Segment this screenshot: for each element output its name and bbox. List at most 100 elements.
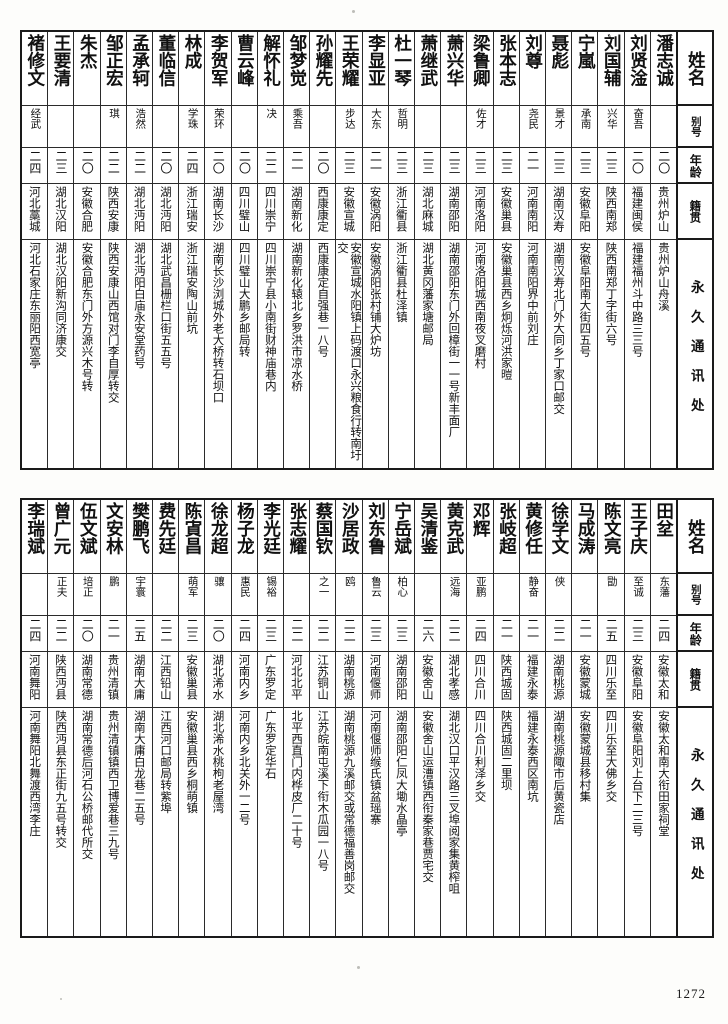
person-column[interactable]: 潘志诚 二〇 贵州炉山 贵州炉山舟溪 [649,32,676,468]
cell-name: 蔡国钦 [310,500,336,574]
person-column[interactable]: 孟承轲 浩然 二二 湖北沔阳 湖北沔阳白庙永安堂药号 [125,32,152,468]
cell-alias [283,574,310,616]
cell-age: 二一 [519,616,545,652]
person-column[interactable]: 蔡国钦 之一 二二 江苏铜山 江苏皖南屯溪下衔木瓜园一八号 [309,500,336,936]
person-column[interactable]: 王要清 二三 湖北汉阳 湖北汉阳新沟同济康交 [47,32,74,468]
cell-alias: 萌军 [179,574,205,616]
person-column[interactable]: 聂彪 景才 二三 湖南汉寿 湖南汉寿北门外大同乡丁家口邮交 [544,32,572,468]
address-text: 陕西安康山西馆对门李自厚转交 [106,242,121,403]
person-column[interactable]: 邹正宏琪二二 陕西安康 陕西安康山西馆对门李自厚转交 [99,32,126,468]
cell-age: 二一 [572,616,598,652]
hometown-text: 江苏铜山 [316,654,331,700]
cell-age: 二三 [598,148,624,184]
cell-name: 李瑞斌 [21,500,48,574]
person-column[interactable]: 杨子龙 惠民 二四 河南内乡 河南内乡北关外一二号 [230,500,257,936]
person-column[interactable]: 李贺军 荣环 二〇 湖南长沙 湖南长沙浏城外老大桥转石坝口 [204,32,231,468]
person-column[interactable]: 曹云峰 二〇 四川璧山 四川璧山大鹏乡邮局转 [230,32,257,468]
person-column[interactable]: 吴清鉴 二六 安徽舍山 安徽舍山运漕镇西衔秦家巷贾宅交 [413,500,441,936]
person-column[interactable]: 张志耀 二二 河北北平 北平西直门内桦皮厂二十号 [282,500,310,936]
age-text: 二二 [447,618,462,642]
person-column[interactable]: 文安林鹏二一 贵州清镇 贵州清镇镇西卫博爱巷三九号 [99,500,126,936]
name-text: 邓辉 [470,502,491,537]
cell-alias: 远海 [441,574,467,616]
person-column[interactable]: 刘东鲁 鲁云 二三 河南偃师 河南偃师缑氏镇盆瑶寨 [361,500,388,936]
person-column[interactable]: 樊鹏飞 宇寰 二五 湖南大庸 湖南大庸白龙巷二五号 [125,500,152,936]
person-column[interactable]: 李显亚 大东 二一 安徽涡阳 安徽涡阳张村铺大炉坊 [361,32,388,468]
person-column[interactable]: 王子庆 至诚 二三 安徽阜阳 安徽阜阳刘上台下二三号 [623,500,650,936]
person-column[interactable]: 宁嵐 承南 二三 安徽阜阳 安徽阜阳南大街四五号 [571,32,598,468]
name-text: 黄修任 [522,502,543,555]
cell-address: 陕西城固二里坝 [494,708,519,935]
person-column[interactable]: 褚修文 经武 二四 河北藁城 河北石家庄东丽阳西宽亭 [21,32,48,468]
person-column[interactable]: 孙耀先 二〇 西康康定 西康康定自强巷一八号 [309,32,336,468]
person-column[interactable]: 李光廷 锡裕 二三 广东罗定 广东罗定华石 [256,500,283,936]
person-column[interactable]: 费先廷 二二 江西铅山 江西河口邮局转紫埠 [151,500,179,936]
cell-address: 浙江瑞安陶山前坑 [179,240,204,467]
address-text: 贵州清镇镇西卫博爱巷三九号 [106,710,121,860]
person-column[interactable]: 解怀礼决二二 四川崇宁 四川崇宁县小南街财神庙巷内 [256,32,283,468]
cell-name: 朱杰 [74,32,100,106]
name-text: 朱杰 [77,34,98,69]
cell-address: 浙江衢县杜泽镇 [389,240,414,467]
person-column[interactable]: 邹梦觉 乘吾 二一 湖南新化 湖南新化辕北乡罗洪市凉水桥 [282,32,310,468]
person-column[interactable]: 黄克武 远海 二二 湖北孝感 湖北汉口平汉路三叉埠阅家集黄榨咀 [440,500,467,936]
address-text: 江苏皖南屯溪下衔木瓜园一八号 [316,710,331,871]
alias-text: 决 [265,108,278,119]
person-column[interactable]: 梁鲁卿 佐才 二三 河南洛阳 河南洛阳城西南夜叉磨村 [466,32,493,468]
person-column[interactable]: 朱杰 二〇 安徽合肥 安徽合肥东门外方源兴木号转 [73,32,100,468]
person-column[interactable]: 黄修任 静奋 二一 福建永泰 福建永泰西区南坑 [518,500,545,936]
person-column[interactable]: 陈文亮勖二五 四川乐至 四川乐至大佛乡交 [597,500,624,936]
person-column[interactable]: 曾广元 正夫 二二 陕西沔县 陕西沔县东正街九五号转交 [47,500,74,936]
person-column[interactable]: 李瑞斌 二四 河南舞阳 河南舞阳北舞渡西湾李庄 [21,500,48,936]
cell-alias: 琪 [100,106,126,148]
person-column[interactable]: 刘贤淦 奋吾 二〇 福建闽侯 福建福州斗中路三三号 [623,32,650,468]
address-text: 河南南阳界中前刘庄 [525,242,540,346]
person-column[interactable]: 杜一琴 哲明 二三 浙江衢县 浙江衢县杜泽镇 [387,32,414,468]
cell-alias: 荣环 [205,106,231,148]
address-text: 湖北汉口平汉路三叉埠阅家集黄榨咀 [447,710,462,894]
person-column[interactable]: 陈寊昌 萌军 二三 安徽巢县 安徽巢县西乡桐萌镇 [178,500,205,936]
name-text: 曹云峰 [234,34,255,87]
cell-age: 二三 [362,616,388,652]
address-text: 安徽巢县西乡炯烁河洪家暟 [499,242,514,380]
paper-speck [352,10,355,13]
person-column[interactable]: 田坌 东藩 二四 安徽太和 安徽太和南大衔田家祠堂 [649,500,676,936]
name-text: 林成 [182,34,203,69]
person-column[interactable]: 林成 学珠 二四 浙江瑞安 浙江瑞安陶山前坑 [178,32,205,468]
cell-hometown: 湖南邵阳 [441,184,467,240]
person-column[interactable]: 王荣耀 步达 二三 安徽宣城 安徽宣城水阳镇上码渡口永兴粮食行转南圩交 [335,32,362,468]
cell-name: 刘国辅 [598,32,624,106]
person-column[interactable]: 马成涛 二一 安徽蒙城 安徽蒙城县移村集 [571,500,598,936]
cell-name: 刘东鲁 [362,500,388,574]
age-text: 二二 [158,618,173,642]
name-text: 李瑞斌 [24,502,45,555]
hometown-text: 福建永泰 [525,654,540,700]
person-column[interactable]: 伍文斌 培正 二〇 湖南常德 湖南常德后河石公桥邮代所交 [73,500,100,936]
cell-address: 湖南汉寿北门外大同乡丁家口邮交 [546,240,571,467]
person-column[interactable]: 邓辉 亚鹏 二四 四川合川 四川合川利泽乡交 [466,500,493,936]
person-column[interactable]: 宁岳斌 柏心 二三 湖南邵阳 湖南邵阳仁凤大墈水晶亭 [387,500,414,936]
person-column[interactable]: 董临信 二〇 湖北沔阳 湖北武昌栅栏口街五五号 [151,32,179,468]
person-column[interactable]: 徐龙超骧二〇 湖北浠水 湖北浠水桃枸老屋湾 [204,500,231,936]
person-column[interactable]: 徐学文侠二二 湖南桃源 湖南桃源陬市后黄瓷店 [544,500,572,936]
cell-address: 安徽阜阳南大街四五号 [572,240,597,467]
name-text: 樊鹏飞 [129,502,150,555]
person-column[interactable]: 张本志 二三 安徽巢县 安徽巢县西乡炯烁河洪家暟 [492,32,519,468]
address-text: 湖南桃源九溪邮交或常德福善岗邮交 [342,710,357,894]
age-text: 二一 [368,150,383,174]
person-column[interactable]: 萧兴华 二三 湖南邵阳 湖南邵阳东门外回樟街一一号新丰面厂 [440,32,467,468]
person-column[interactable]: 刘尊 尧民 二一 河南南阳 河南南阳界中前刘庄 [518,32,545,468]
person-column[interactable]: 刘国辅 兴华 二三 陕西南郑 陕西南郑丁字街六号 [597,32,624,468]
cell-hometown: 安徽宣城 [336,184,362,240]
person-column[interactable]: 张岐超 二一 陕西城固 陕西城固二里坝 [492,500,519,936]
address-text: 安徽太和南大衔田家祠堂 [656,710,671,837]
person-column[interactable]: 萧继武 二三 湖北麻城 湖北黄冈藩家塘邮局 [413,32,441,468]
cell-hometown: 陕西沔县 [48,652,74,708]
age-text: 二〇 [211,618,226,642]
cell-hometown: 湖南常德 [74,652,100,708]
name-text: 徐学文 [548,502,569,555]
cell-address: 湖北浠水桃枸老屋湾 [205,708,230,935]
cell-name: 林成 [179,32,205,106]
person-column[interactable]: 沙居政鸥二二 湖南桃源 湖南桃源九溪邮交或常德福善岗邮交 [335,500,362,936]
cell-alias: 培正 [74,574,100,616]
